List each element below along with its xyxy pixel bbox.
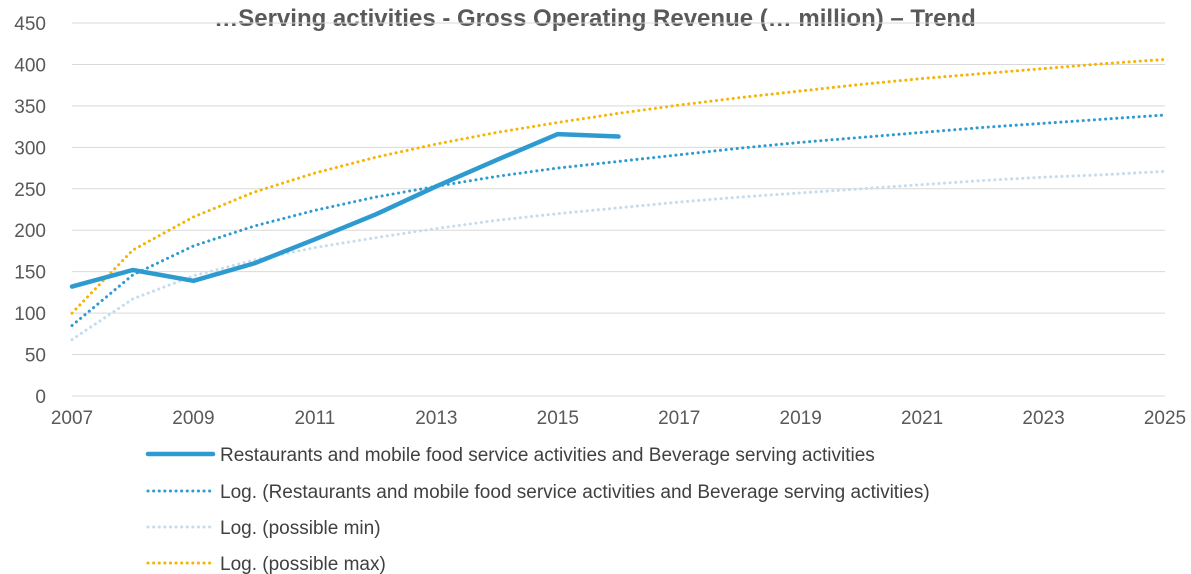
series-line-0 [69, 131, 621, 289]
legend-label-0: Restaurants and mobile food service acti… [220, 445, 875, 466]
x-tick-label: 2025 [1144, 408, 1186, 429]
y-tick-label: 100 [14, 304, 46, 325]
y-tick-label: 300 [14, 138, 46, 159]
legend: Restaurants and mobile food service acti… [145, 445, 930, 574]
legend-label-3: Log. (possible max) [220, 554, 386, 574]
x-tick-label: 2011 [294, 408, 335, 429]
x-tick-label: 2021 [901, 408, 943, 429]
x-tick-label: 2007 [51, 408, 93, 429]
x-tick-label: 2023 [1022, 408, 1064, 429]
y-tick-label: 250 [14, 180, 46, 201]
x-tick-label: 2019 [780, 408, 822, 429]
series-line-3 [70, 57, 1167, 315]
chart-title: …Serving activities - Gross Operating Re… [214, 5, 976, 32]
y-tick-label: 150 [14, 263, 46, 284]
plot-area [69, 57, 1167, 342]
legend-label-1: Log. (Restaurants and mobile food servic… [220, 482, 930, 503]
x-tick-label: 2015 [537, 408, 579, 429]
y-tick-label: 0 [35, 387, 46, 408]
y-tick-label: 400 [14, 55, 46, 76]
y-tick-label: 200 [14, 221, 46, 242]
gridlines [72, 22, 1165, 397]
x-tick-label: 2009 [172, 408, 214, 429]
y-tick-label: 450 [14, 14, 46, 35]
axes: 0 50 100 150 200 250 300 350 400 450 2007 2009 2011 2… [14, 14, 1186, 429]
y-tick-label: 350 [14, 97, 46, 118]
legend-label-2: Log. (possible min) [220, 518, 381, 539]
y-tick-label: 50 [25, 346, 46, 367]
x-tick-label: 2013 [415, 408, 457, 429]
series-line-1 [70, 113, 1167, 328]
series-line-2 [70, 169, 1167, 342]
x-tick-label: 2017 [658, 408, 700, 429]
